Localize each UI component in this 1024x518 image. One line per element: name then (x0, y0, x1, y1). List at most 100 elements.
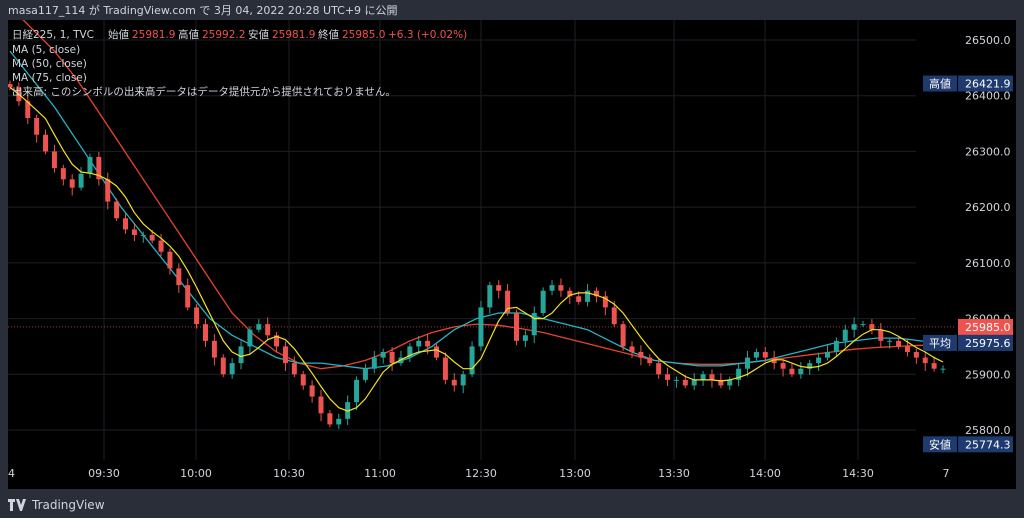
candle-body (96, 157, 102, 180)
candle-body (913, 352, 919, 358)
x-tick-label: 09:30 (88, 467, 120, 480)
candle-body (229, 363, 235, 375)
candle-body (43, 134, 49, 152)
publish-header: masa117_114 が TradingView.com で 3月 04, 2… (8, 4, 398, 17)
candle-body (309, 385, 315, 397)
price-label-tag-box (923, 75, 957, 92)
candle-body (824, 352, 830, 358)
legend-volume-note: 出来高: このシンボルの出来高データはデータ提供元から提供されておりません。 (12, 85, 396, 98)
candle-body (522, 335, 528, 341)
candle-body (105, 179, 111, 202)
price-label-tag-box (923, 436, 957, 453)
candle-body (869, 324, 875, 330)
candle-body (176, 268, 182, 286)
x-tick-label: 12:30 (465, 467, 497, 480)
y-tick-label: 25800.0 (965, 424, 1011, 437)
footer-brand: TradingView (32, 497, 105, 512)
candle-body (69, 179, 75, 188)
candle-body (896, 340, 902, 347)
candle-body (673, 379, 679, 381)
candle-body (167, 251, 173, 269)
candle-body (842, 329, 848, 341)
x-tick-label: 11:00 (364, 467, 396, 480)
candle-body (274, 335, 280, 347)
candle-body (620, 324, 626, 347)
legend-indicator: MA (75, close) (12, 72, 87, 84)
y-tick-label: 26300.0 (965, 145, 1011, 158)
candle-body (647, 357, 653, 364)
candle-body (904, 346, 910, 352)
candle-body (940, 368, 946, 370)
candle-body (451, 379, 457, 386)
legend-ohlc-label: 安値 (248, 28, 269, 41)
price-label-tag: 安値 (929, 437, 951, 451)
candle-body (238, 346, 244, 364)
legend-change: +6.3 (+0.02%) (388, 29, 467, 41)
tradingview-logo-icon (8, 498, 26, 511)
price-label-value: 25985.0 (965, 321, 1011, 334)
chart-area[interactable]: 25800.025900.026000.026100.026200.026300… (7, 6, 1016, 489)
candle-body (745, 357, 751, 369)
candle-body (416, 340, 422, 347)
ma5-line (9, 86, 944, 412)
candle-body (878, 329, 884, 341)
ma75-line (9, 6, 944, 370)
candle-body (87, 157, 93, 174)
legend-indicator: MA (50, close) (12, 58, 87, 70)
price-label-tag-box (923, 334, 957, 351)
candle-body (318, 396, 324, 414)
candle-body (78, 173, 84, 188)
candle-body (354, 379, 360, 403)
candle-body (478, 307, 484, 347)
candle-body (931, 363, 937, 369)
candle-body (505, 290, 511, 313)
candle-body (442, 357, 448, 380)
y-tick-label: 26400.0 (965, 90, 1011, 103)
candle-body (425, 340, 431, 347)
x-tick-label: 14:00 (749, 467, 781, 480)
legend-ohlc-label: 高値 (178, 28, 199, 41)
candle-body (638, 352, 644, 358)
x-tick-label: 10:30 (273, 467, 305, 480)
candle-body (736, 368, 742, 380)
candle-body (434, 346, 440, 358)
candle-body (114, 201, 120, 219)
candle-body (185, 285, 191, 308)
candle-body (202, 324, 208, 341)
candle-body (123, 218, 129, 230)
candle-body (300, 374, 306, 386)
chart-svg[interactable]: 25800.025900.026000.026100.026200.026300… (7, 6, 1016, 489)
candle-body (531, 313, 537, 336)
candle-body (51, 151, 57, 169)
candle-body (833, 340, 839, 352)
candle-body (513, 313, 519, 341)
candle-body (656, 363, 662, 375)
candle-body (780, 363, 786, 369)
candle-body (753, 352, 759, 358)
candle-body (371, 357, 377, 369)
legend-ohlc-label: 終値 (318, 28, 339, 41)
x-tick-label: 4 (8, 467, 15, 480)
price-label-box (958, 75, 1013, 92)
candle-body (807, 363, 813, 369)
x-tick-label: 13:00 (559, 467, 591, 480)
candle-body (25, 101, 31, 118)
candle-body (327, 413, 333, 425)
price-label-tag: 平均 (929, 337, 951, 350)
x-tick-label: 7 (943, 467, 950, 480)
candle-body (282, 346, 288, 364)
candle-body (593, 290, 599, 297)
legend-indicator: MA (5, close) (12, 44, 80, 56)
candle-body (665, 374, 671, 380)
y-tick-label: 26500.0 (965, 34, 1011, 47)
x-tick-label: 13:30 (658, 467, 690, 480)
candle-body (540, 290, 546, 313)
candle-body (762, 352, 768, 358)
candle-body (469, 346, 475, 375)
candle-body (691, 379, 697, 386)
candle-body (727, 379, 733, 386)
footer: TradingView (8, 491, 105, 518)
candle-body (602, 296, 608, 308)
candle-body (860, 324, 866, 326)
